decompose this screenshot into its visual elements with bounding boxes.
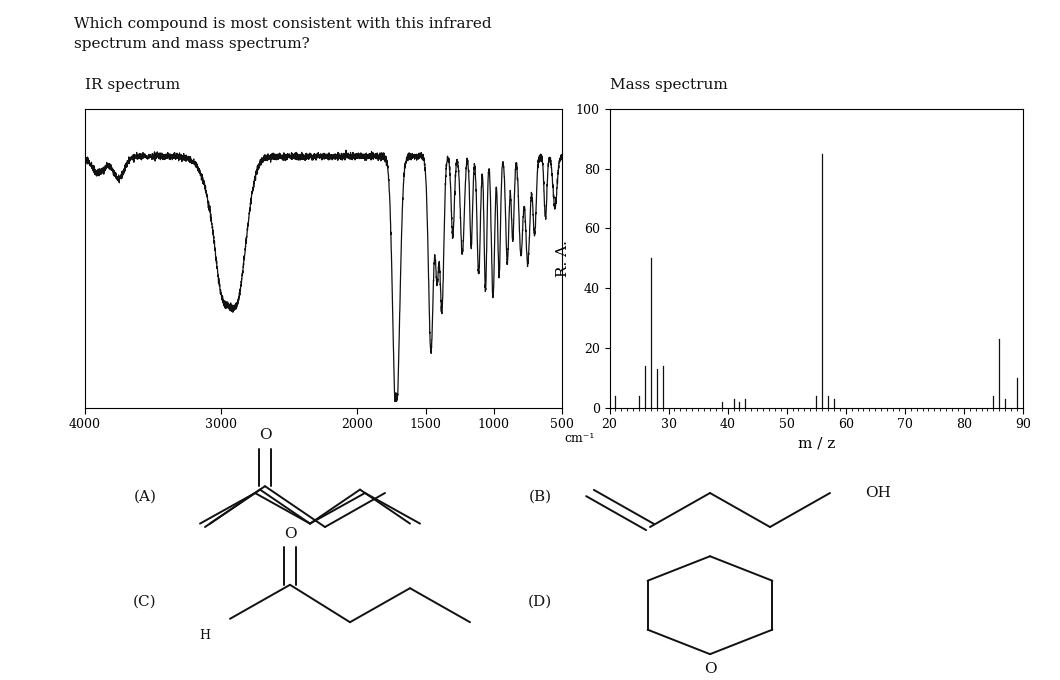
Text: (D): (D) bbox=[528, 595, 552, 609]
Text: (B): (B) bbox=[529, 490, 551, 503]
Text: Mass spectrum: Mass spectrum bbox=[610, 78, 727, 92]
Y-axis label: R. A.: R. A. bbox=[556, 240, 570, 277]
Text: O: O bbox=[259, 428, 271, 442]
Text: spectrum and mass spectrum?: spectrum and mass spectrum? bbox=[74, 37, 310, 52]
X-axis label: m / z: m / z bbox=[797, 437, 835, 451]
Text: Which compound is most consistent with this infrared: Which compound is most consistent with t… bbox=[74, 17, 492, 31]
Text: OH: OH bbox=[865, 486, 890, 500]
Text: IR spectrum: IR spectrum bbox=[85, 78, 180, 92]
Text: O: O bbox=[284, 527, 297, 541]
Text: H: H bbox=[199, 629, 210, 642]
Text: (C): (C) bbox=[134, 595, 157, 609]
Text: cm⁻¹: cm⁻¹ bbox=[564, 432, 595, 445]
Text: (A): (A) bbox=[134, 490, 157, 503]
Text: O: O bbox=[704, 662, 717, 676]
